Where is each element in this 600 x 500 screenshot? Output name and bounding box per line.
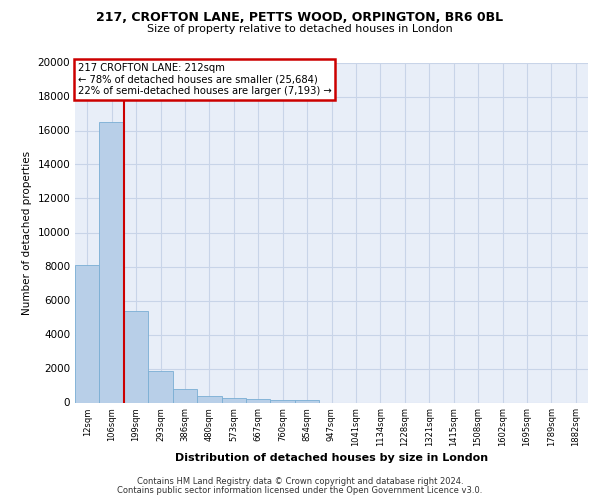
Bar bbox=[221, 398, 246, 402]
Bar bbox=[124, 310, 148, 402]
Text: Contains public sector information licensed under the Open Government Licence v3: Contains public sector information licen… bbox=[118, 486, 482, 495]
Bar bbox=[173, 389, 197, 402]
Bar bbox=[295, 400, 319, 402]
Text: 217, CROFTON LANE, PETTS WOOD, ORPINGTON, BR6 0BL: 217, CROFTON LANE, PETTS WOOD, ORPINGTON… bbox=[97, 11, 503, 24]
Text: Size of property relative to detached houses in London: Size of property relative to detached ho… bbox=[147, 24, 453, 34]
Bar bbox=[100, 122, 124, 402]
Y-axis label: Number of detached properties: Number of detached properties bbox=[22, 150, 32, 314]
X-axis label: Distribution of detached houses by size in London: Distribution of detached houses by size … bbox=[175, 454, 488, 464]
Text: Contains HM Land Registry data © Crown copyright and database right 2024.: Contains HM Land Registry data © Crown c… bbox=[137, 477, 463, 486]
Bar bbox=[246, 399, 271, 402]
Bar bbox=[148, 371, 173, 402]
Text: 217 CROFTON LANE: 212sqm
← 78% of detached houses are smaller (25,684)
22% of se: 217 CROFTON LANE: 212sqm ← 78% of detach… bbox=[77, 63, 331, 96]
Bar bbox=[271, 400, 295, 402]
Bar bbox=[75, 265, 100, 402]
Bar bbox=[197, 396, 221, 402]
